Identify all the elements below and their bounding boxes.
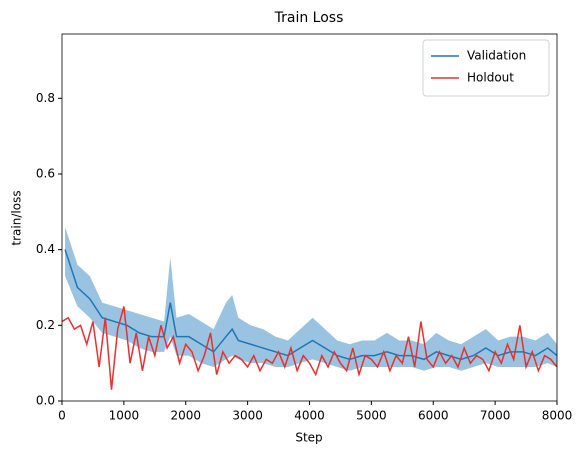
legend-label: Validation	[467, 49, 526, 63]
y-tick-label: 0.6	[36, 166, 55, 180]
y-axis-label: train/loss	[10, 190, 24, 245]
line	[61, 306, 558, 390]
y-tick-label: 0.4	[36, 242, 55, 256]
y-tick-label: 0.0	[36, 394, 55, 408]
x-tick-label: 0	[58, 409, 66, 423]
x-tick-label: 6000	[418, 409, 449, 423]
chart-title: Train Loss	[274, 10, 344, 26]
x-tick-label: 5000	[356, 409, 387, 423]
band	[65, 226, 557, 371]
y-tick-label: 0.2	[36, 318, 55, 332]
line	[64, 249, 558, 361]
legend-label: Holdout	[467, 71, 514, 85]
x-axis-label: Step	[295, 431, 322, 445]
x-tick-label: 7000	[480, 409, 511, 423]
x-tick-label: 4000	[294, 409, 325, 423]
x-tick-label: 3000	[232, 409, 263, 423]
legend-box	[422, 39, 550, 97]
x-tick-label: 2000	[170, 409, 201, 423]
y-tick-label: 0.8	[36, 91, 55, 105]
x-tick-label: 1000	[109, 409, 140, 423]
x-tick-label: 8000	[542, 409, 573, 423]
